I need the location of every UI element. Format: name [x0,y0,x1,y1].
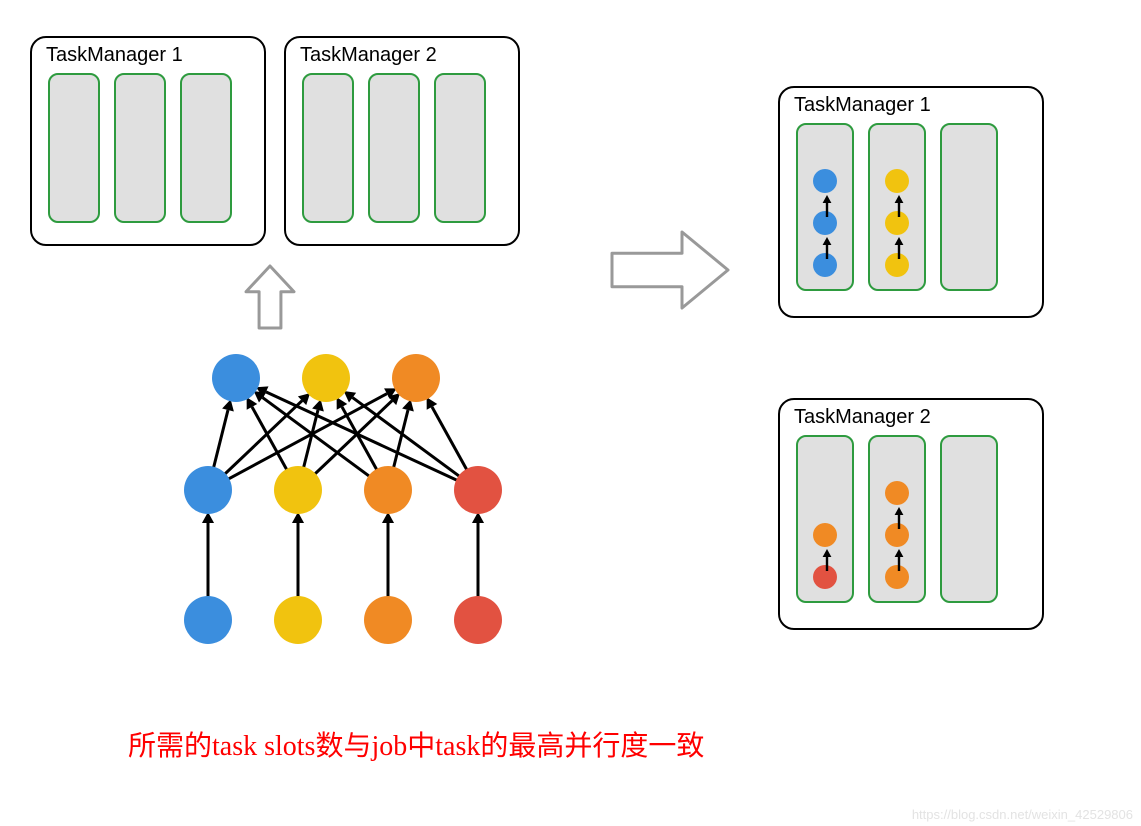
task-node [813,169,837,193]
task-node [813,253,837,277]
task-node [813,565,837,589]
slots-row [296,73,508,223]
task-manager-box: TaskManager 2 [284,36,520,246]
graph-node [364,466,412,514]
graph-node [212,354,260,402]
arrow-up-icon [244,264,296,330]
task-manager-label: TaskManager 1 [42,44,254,67]
task-manager-label: TaskManager 2 [296,44,508,67]
task-manager-label: TaskManager 1 [790,94,1032,117]
task-manager-box: TaskManager 1 [778,86,1044,318]
graph-node [302,354,350,402]
task-slot [868,123,926,291]
task-manager-box: TaskManager 1 [30,36,266,246]
graph-node [454,596,502,644]
graph-node [392,354,440,402]
slots-row [790,123,1032,291]
slots-row [42,73,254,223]
task-node [885,211,909,235]
graph-node [184,596,232,644]
task-node [885,481,909,505]
watermark-text: https://blog.csdn.net/weixin_42529806 [912,807,1133,822]
task-node [885,253,909,277]
slot-content [798,437,852,601]
graph-node [274,596,322,644]
task-slot [940,123,998,291]
task-slot [180,73,232,223]
task-slot [302,73,354,223]
task-node [885,565,909,589]
graph-node [454,466,502,514]
slot-content [870,437,924,601]
task-manager-label: TaskManager 2 [790,406,1032,429]
task-slot [434,73,486,223]
arrow-right-icon [610,230,730,310]
task-node [885,169,909,193]
task-slot [48,73,100,223]
caption-text: 所需的task slots数与job中task的最高并行度一致 [128,724,704,764]
task-manager-box: TaskManager 2 [778,398,1044,630]
job-graph [160,330,490,650]
task-slot [796,435,854,603]
slot-content [870,125,924,289]
slot-content [798,125,852,289]
task-slot [368,73,420,223]
graph-node [184,466,232,514]
task-slot [940,435,998,603]
graph-node [364,596,412,644]
slots-row [790,435,1032,603]
task-node [813,211,837,235]
graph-node [274,466,322,514]
task-slot [114,73,166,223]
task-slot [868,435,926,603]
task-node [885,523,909,547]
task-node [813,523,837,547]
task-slot [796,123,854,291]
